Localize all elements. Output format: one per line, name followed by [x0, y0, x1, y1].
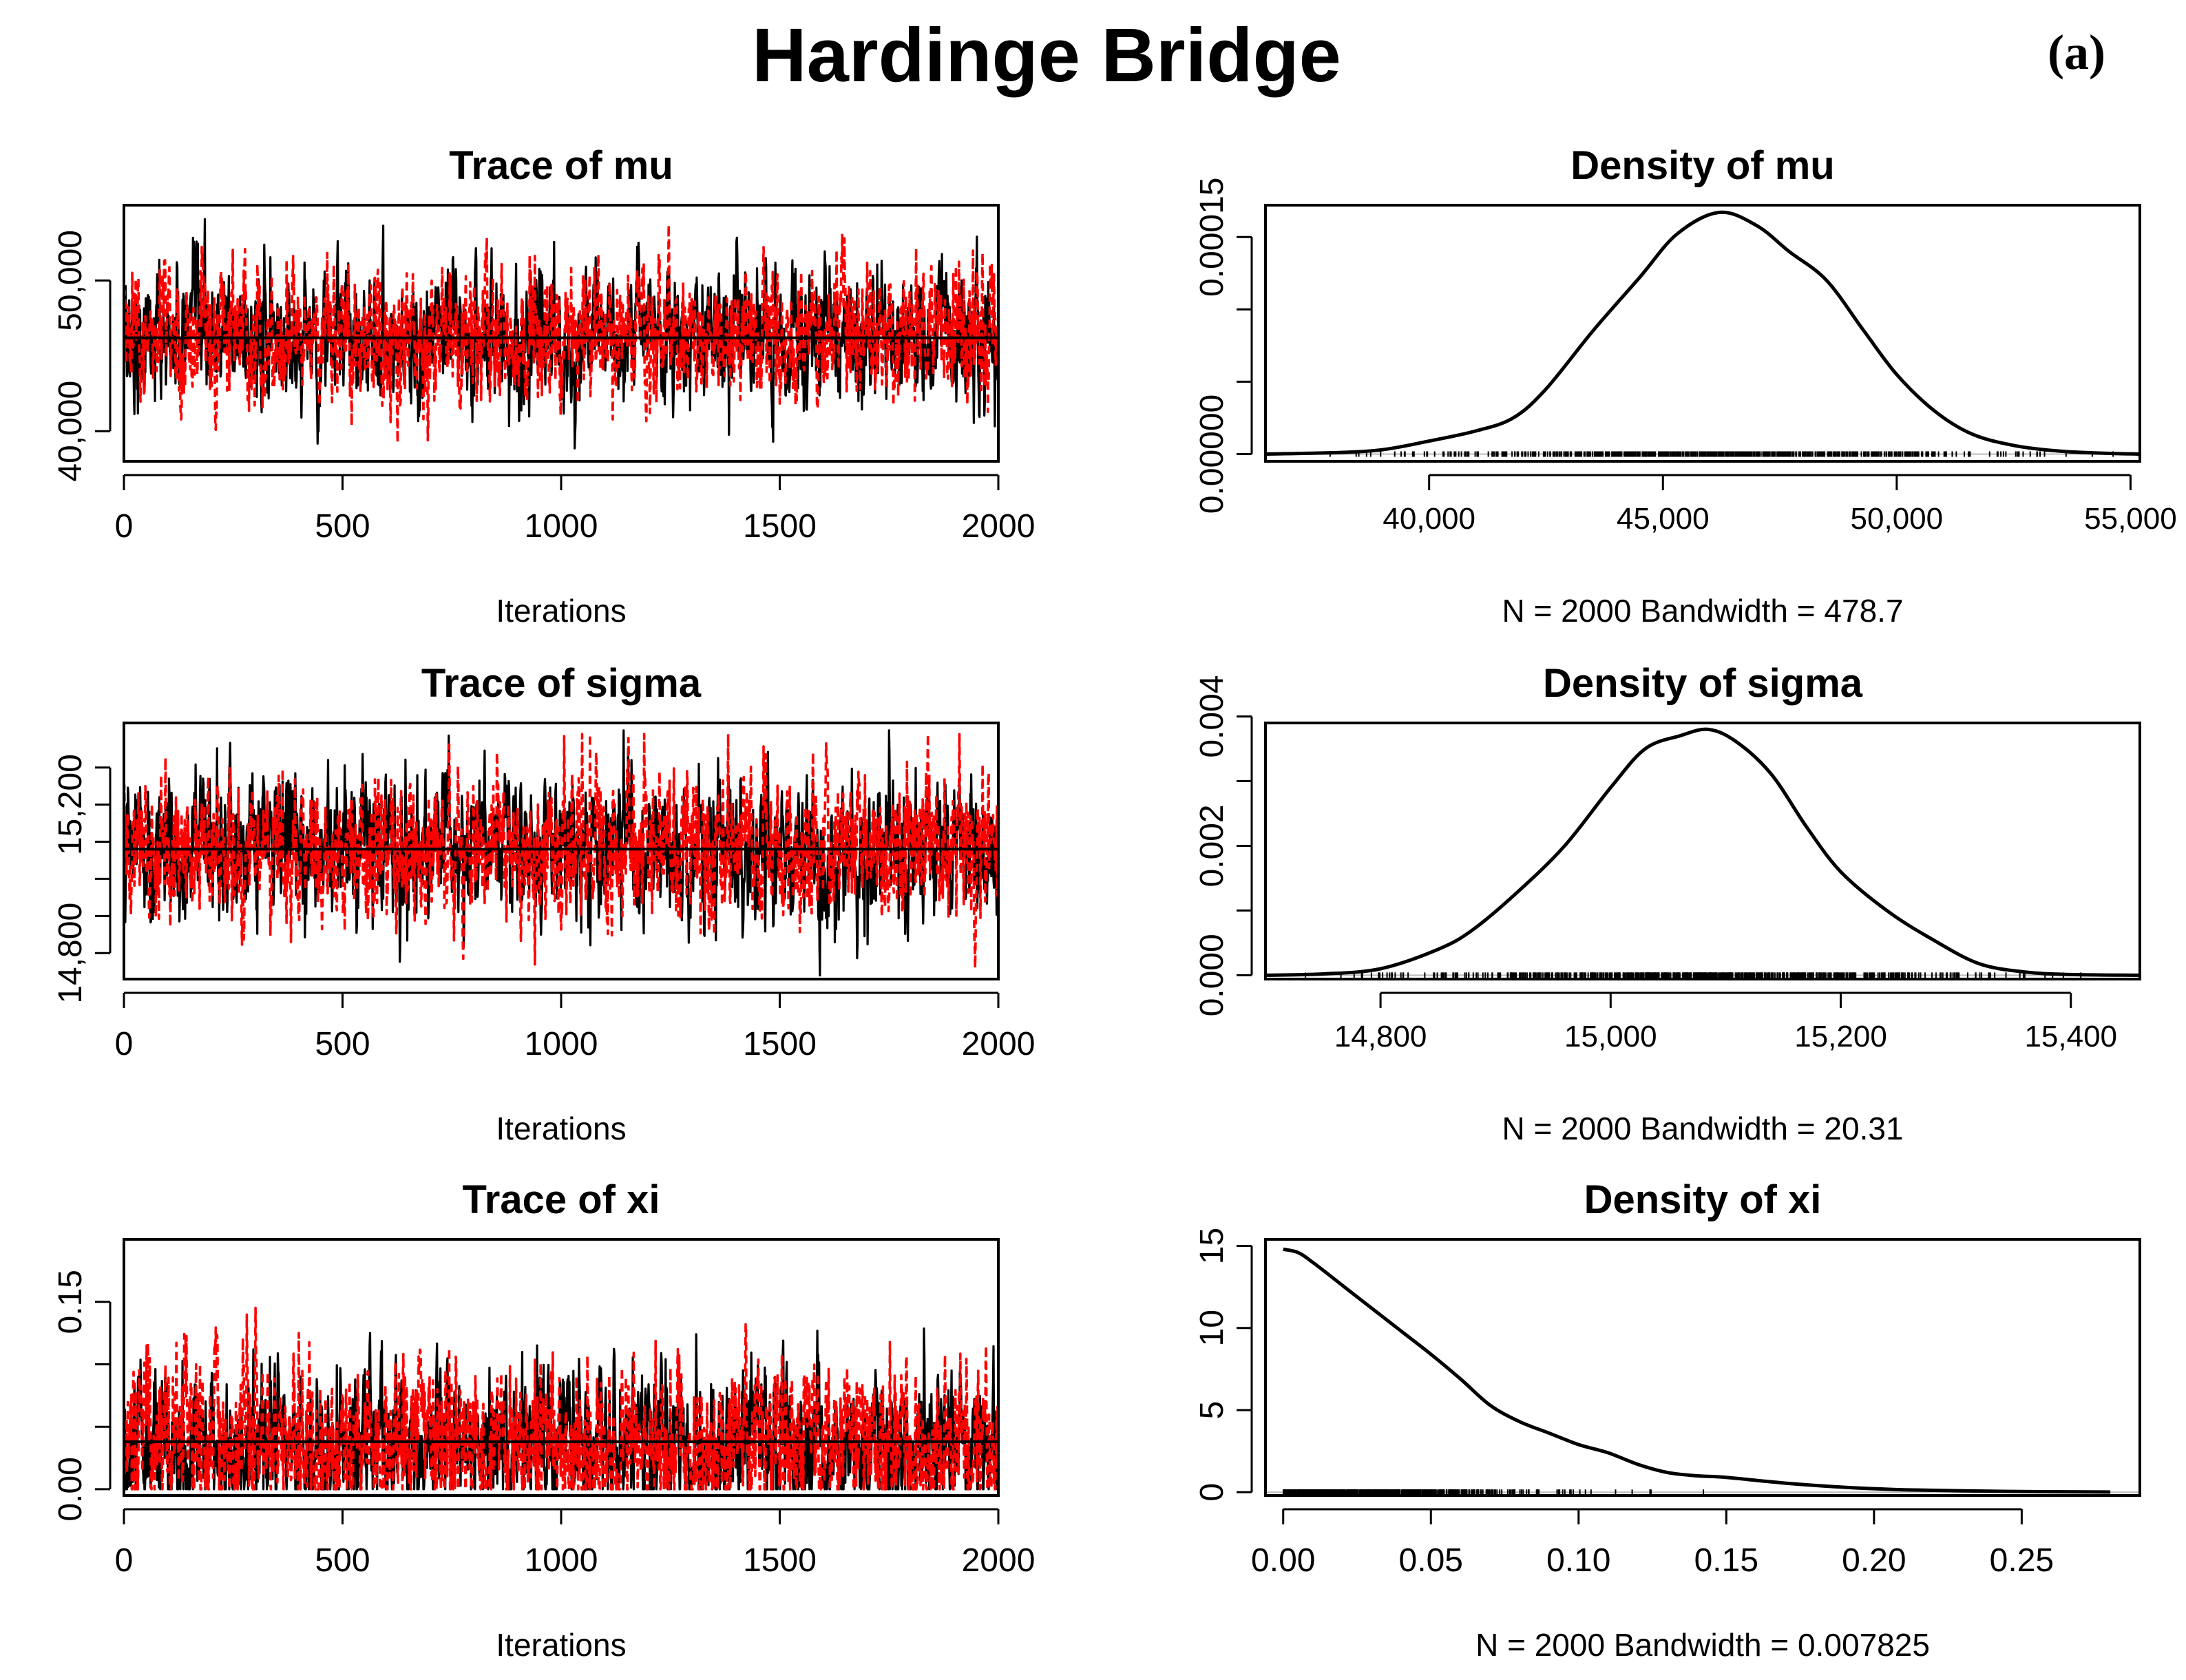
trace-series-chain2 [125, 223, 997, 445]
x-tick-label: 1500 [743, 1026, 817, 1062]
y-tick-label: 0.000 [1194, 934, 1230, 1016]
x-tick-label: 1000 [525, 508, 598, 545]
density-curve [1283, 1247, 2111, 1494]
rug [1329, 451, 2114, 457]
plot-area [125, 729, 997, 977]
plot-area [1267, 210, 2138, 457]
x-tick-label: 0 [115, 1026, 134, 1062]
y-tick-label: 0.00015 [1194, 177, 1230, 297]
panel-title: Density of mu [1570, 143, 1835, 188]
plot-frame [123, 722, 1000, 980]
x-tick-label: 0 [115, 1542, 134, 1579]
density-curve [1267, 210, 2138, 456]
y-tick-label: 15,200 [52, 754, 89, 855]
panel-title: Trace of xi [463, 1177, 660, 1222]
x-tick-label: 500 [315, 1542, 370, 1579]
y-tick-label: 5 [1194, 1401, 1230, 1420]
x-tick-label: 0.05 [1399, 1542, 1463, 1579]
x-axis-label: Iterations [496, 593, 626, 629]
x-tick-label: 2000 [962, 508, 1036, 545]
panel-2: Trace of sigma 0 500 1000 1500 2000 14,800 15,2… [52, 661, 1035, 1146]
panel-label: (a) [2048, 25, 2105, 80]
plot-area [125, 1306, 997, 1491]
panel-3: Density of sigma 14,800 15,000 15,200 15,400… [1194, 661, 2141, 1146]
trace-series-chain2 [125, 733, 997, 969]
x-tick-label: 0.20 [1842, 1542, 1906, 1579]
y-tick-label: 40,000 [52, 381, 89, 482]
x-axis-label: N = 2000 Bandwidth = 20.31 [1502, 1111, 1903, 1146]
y-tick-label: 10 [1194, 1310, 1230, 1346]
panel-title: Trace of sigma [421, 661, 702, 706]
rug [1305, 972, 2082, 978]
plot-frame [123, 1238, 1000, 1497]
panel-0: Trace of mu 0 500 1000 1500 2000 40,000 50,000 I… [52, 143, 1035, 629]
x-tick-label: 2000 [962, 1542, 1036, 1579]
panel-title: Density of xi [1584, 1177, 1822, 1222]
plot-frame [1264, 204, 2141, 463]
y-tick-label: 0.002 [1194, 804, 1230, 887]
x-axis-label: Iterations [496, 1111, 626, 1146]
x-tick-label: 45,000 [1617, 502, 1710, 536]
rug [1282, 1489, 1705, 1494]
figure-title: Hardinge Bridge [752, 13, 1341, 98]
panel-title: Trace of mu [449, 143, 673, 188]
x-tick-label: 40,000 [1383, 502, 1475, 536]
density-curve [1267, 727, 2138, 977]
plot-frame [1264, 722, 2141, 980]
y-tick-label: 0.004 [1194, 675, 1230, 758]
x-tick-label: 1500 [743, 1542, 817, 1579]
x-tick-label: 1000 [525, 1026, 598, 1062]
x-tick-label: 50,000 [1851, 502, 1944, 536]
y-tick-label: 14,800 [52, 903, 89, 1004]
x-tick-label: 0.00 [1251, 1542, 1315, 1579]
y-tick-label: 0.00 [52, 1457, 89, 1521]
y-tick-label: 0.15 [52, 1270, 89, 1334]
x-tick-label: 500 [315, 508, 370, 545]
panel-1: Density of mu 40,000 45,000 50,000 55,000 0.0… [1194, 143, 2177, 629]
panel-5: Density of xi 0.00 0.05 0.10 0.15 0.20 0.25 0 5 1… [1194, 1177, 2141, 1663]
panel-title: Density of sigma [1543, 661, 1863, 706]
x-tick-label: 1500 [743, 508, 817, 545]
trace-series-chain2 [125, 1306, 997, 1491]
x-tick-label: 500 [315, 1026, 370, 1062]
plot-frame [1264, 1238, 2141, 1497]
y-tick-label: 0 [1194, 1483, 1230, 1502]
y-tick-label: 15 [1194, 1228, 1230, 1264]
plot-area [1267, 1247, 2138, 1494]
x-tick-label: 15,400 [2024, 1020, 2117, 1053]
plot-area [125, 218, 997, 450]
x-tick-label: 55,000 [2084, 502, 2177, 536]
x-tick-label: 15,000 [1564, 1020, 1657, 1053]
x-tick-label: 0.25 [1990, 1542, 2054, 1579]
y-tick-label: 50,000 [52, 230, 89, 331]
x-tick-label: 0.10 [1546, 1542, 1610, 1579]
x-axis-label: Iterations [496, 1627, 626, 1663]
x-tick-label: 0.15 [1694, 1542, 1758, 1579]
plot-area [1267, 727, 2138, 978]
plot-frame [123, 204, 1000, 463]
x-axis-label: N = 2000 Bandwidth = 0.007825 [1475, 1627, 1930, 1663]
x-tick-label: 0 [115, 508, 134, 545]
x-tick-label: 14,800 [1334, 1020, 1427, 1053]
panel-4: Trace of xi 0 500 1000 1500 2000 0.00 0.15 Itera… [52, 1177, 1035, 1663]
x-axis-label: N = 2000 Bandwidth = 478.7 [1502, 593, 1903, 629]
x-tick-label: 15,200 [1794, 1020, 1887, 1053]
x-tick-label: 2000 [962, 1026, 1036, 1062]
y-tick-label: 0.00000 [1194, 395, 1230, 514]
x-tick-label: 1000 [525, 1542, 598, 1579]
